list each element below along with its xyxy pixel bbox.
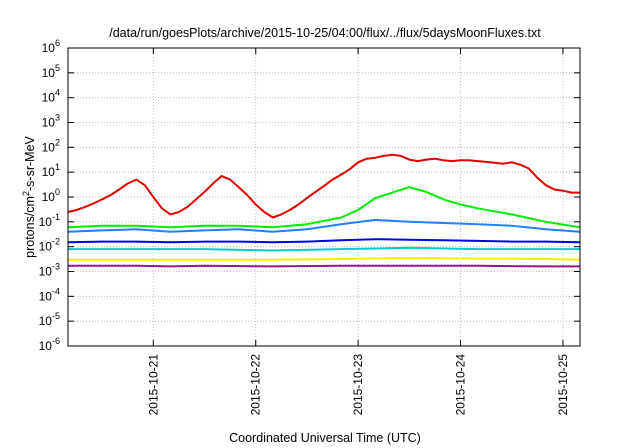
x-tick-label: 2015-10-22 bbox=[249, 354, 263, 416]
y-axis-title: protons/cm2-s-sr-MeV bbox=[21, 135, 37, 257]
y-tick-label: 10-3 bbox=[39, 262, 60, 279]
y-tick-label: 10-1 bbox=[39, 212, 60, 229]
y-tick-label: 10-4 bbox=[39, 286, 60, 303]
series-line bbox=[68, 264, 580, 268]
series-line bbox=[67, 238, 581, 244]
series-line bbox=[67, 186, 581, 229]
y-tick-label: 104 bbox=[42, 88, 60, 105]
x-tick-label: 2015-10-25 bbox=[556, 354, 570, 416]
y-axis-title-base: protons/cm bbox=[23, 196, 37, 258]
series-line bbox=[67, 153, 580, 219]
y-tick-label: 100 bbox=[42, 187, 60, 204]
y-axis-title-rest: -s-sr-MeV bbox=[23, 135, 37, 191]
y-tick-label: 102 bbox=[42, 137, 60, 154]
x-tick-label: 2015-10-24 bbox=[454, 354, 468, 416]
y-tick-label: 101 bbox=[42, 162, 60, 179]
series-line bbox=[68, 246, 580, 252]
y-tick-label: 10-5 bbox=[39, 311, 60, 328]
x-tick-label: 2015-10-21 bbox=[146, 354, 160, 416]
series-line bbox=[67, 218, 581, 233]
y-tick-label: 105 bbox=[42, 63, 60, 80]
y-tick-label: 10-6 bbox=[39, 336, 60, 353]
x-axis: 2015-10-21 2015-10-22 2015-10-23 2015-10-24… bbox=[146, 48, 570, 415]
x-tick-label: 2015-10-23 bbox=[351, 354, 365, 416]
grid bbox=[68, 48, 580, 346]
y-tick-label: 106 bbox=[42, 38, 60, 55]
x-axis-title: Coordinated Universal Time (UTC) bbox=[229, 431, 421, 445]
series-layer bbox=[67, 153, 581, 268]
y-tick-label: 10-2 bbox=[39, 237, 60, 254]
y-tick-label: 103 bbox=[42, 113, 60, 130]
chart-title: /data/run/goesPlots/archive/2015-10-25/0… bbox=[109, 26, 541, 40]
series-line bbox=[68, 257, 581, 261]
y-axis: 10-6 10-5 10-4 10-3 10-2 10-1 100 101 102 103 104 1… bbox=[39, 38, 580, 353]
y-axis-title-superscript: 2 bbox=[21, 191, 31, 196]
